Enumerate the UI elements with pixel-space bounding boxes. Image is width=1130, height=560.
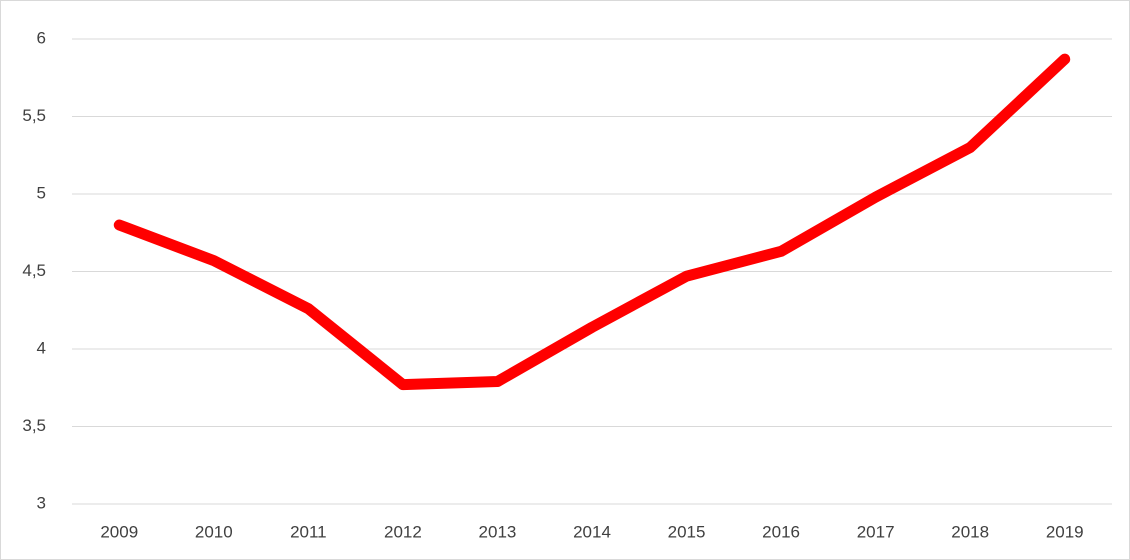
x-tick-label: 2017 <box>857 522 895 541</box>
x-tick-label: 2014 <box>573 522 611 541</box>
y-tick-label: 4 <box>37 338 46 357</box>
y-tick-label: 4,5 <box>22 261 46 280</box>
x-tick-label: 2012 <box>384 522 422 541</box>
x-tick-label: 2013 <box>479 522 517 541</box>
x-tick-label: 2011 <box>290 522 327 541</box>
data-line <box>113 53 1071 391</box>
x-tick-label: 2016 <box>762 522 800 541</box>
y-tick-label: 5 <box>37 183 46 202</box>
y-tick-label: 5,5 <box>22 106 46 125</box>
y-tick-label: 6 <box>37 28 46 47</box>
x-tick-label: 2015 <box>668 522 706 541</box>
x-tick-label: 2009 <box>100 522 138 541</box>
x-tick-label: 2018 <box>951 522 989 541</box>
x-tick-label: 2019 <box>1046 522 1084 541</box>
y-tick-label: 3,5 <box>22 416 46 435</box>
y-tick-label: 3 <box>37 493 46 512</box>
x-tick-label: 2010 <box>195 522 233 541</box>
